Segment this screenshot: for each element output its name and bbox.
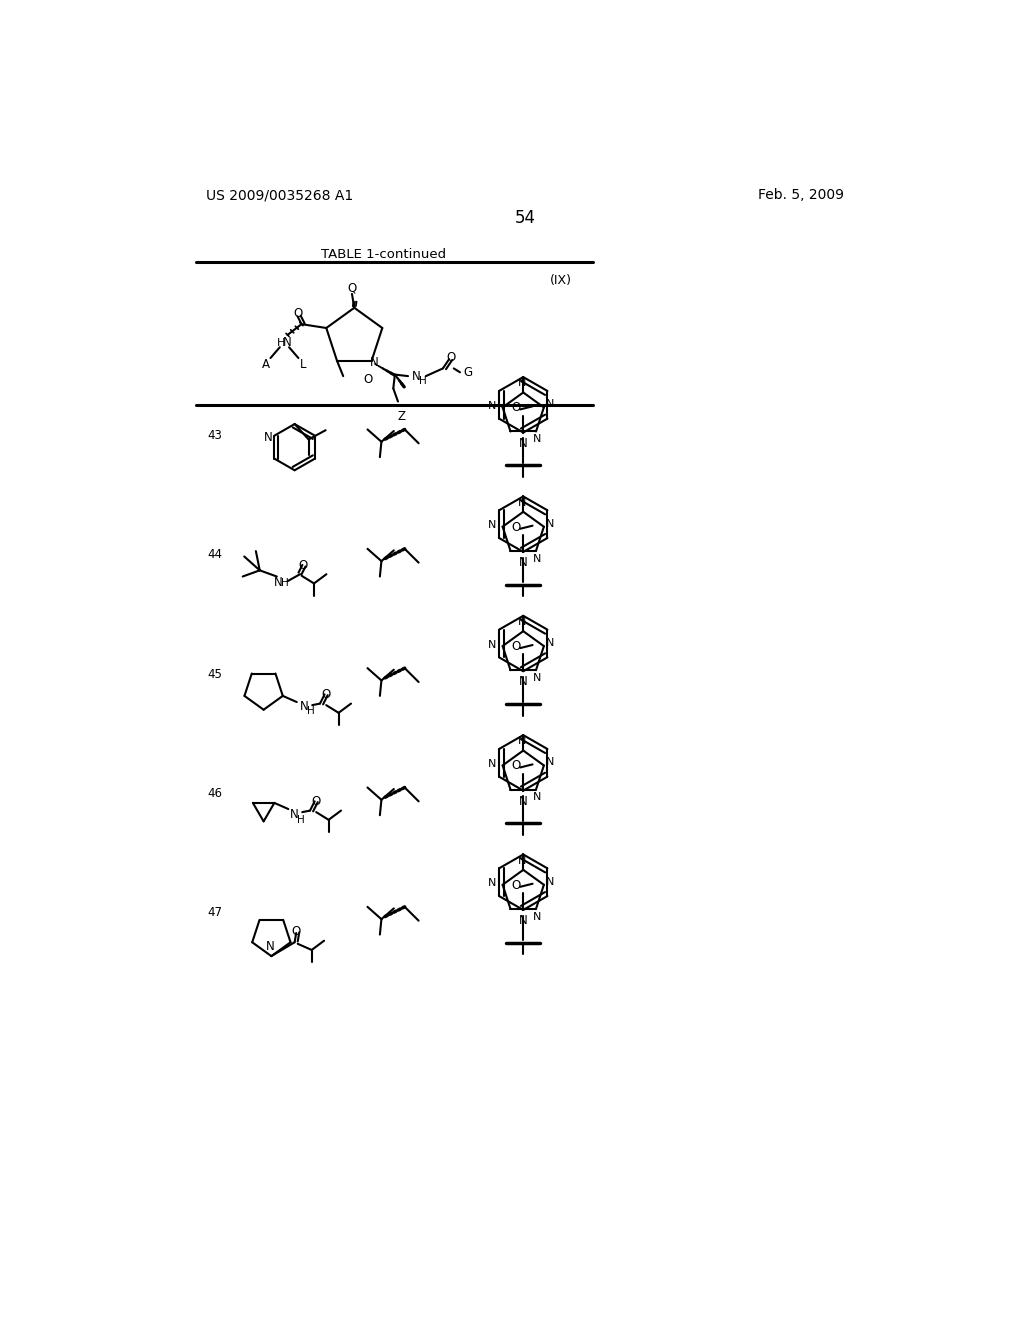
Text: Q: Q	[347, 281, 356, 294]
Text: N: N	[264, 430, 272, 444]
Text: O: O	[299, 560, 308, 573]
Text: O: O	[511, 520, 520, 533]
Text: N: N	[519, 437, 527, 450]
Text: US 2009/0035268 A1: US 2009/0035268 A1	[206, 189, 352, 202]
Text: H: H	[278, 338, 286, 347]
Text: H: H	[307, 706, 314, 717]
Text: N: N	[487, 759, 496, 768]
Text: O: O	[511, 759, 520, 772]
Text: O: O	[511, 879, 520, 892]
Text: N: N	[534, 673, 542, 682]
Text: N: N	[519, 795, 527, 808]
Text: N: N	[534, 912, 542, 921]
Text: O: O	[293, 306, 302, 319]
Text: Z: Z	[397, 411, 406, 424]
Text: N: N	[546, 876, 554, 887]
Text: N: N	[534, 792, 542, 803]
Text: 47: 47	[207, 907, 222, 920]
Text: N: N	[487, 878, 496, 888]
Text: 45: 45	[207, 668, 222, 681]
Text: Feb. 5, 2009: Feb. 5, 2009	[758, 189, 844, 202]
Text: N: N	[546, 519, 554, 528]
Text: N: N	[546, 758, 554, 767]
Text: N: N	[517, 379, 526, 388]
Text: N: N	[546, 399, 554, 409]
Text: H: H	[281, 578, 289, 587]
Text: N: N	[487, 639, 496, 649]
Text: 54: 54	[514, 210, 536, 227]
Text: N: N	[517, 616, 526, 627]
Text: O: O	[364, 372, 373, 385]
Text: O: O	[322, 688, 331, 701]
Text: 43: 43	[207, 429, 222, 442]
Text: N: N	[487, 401, 496, 411]
Text: N: N	[265, 940, 274, 953]
Text: O: O	[511, 401, 520, 414]
Text: N: N	[534, 553, 542, 564]
Text: O: O	[292, 925, 301, 939]
Text: TABLE 1-continued: TABLE 1-continued	[322, 248, 446, 261]
Text: A: A	[262, 358, 270, 371]
Text: N: N	[546, 638, 554, 648]
Text: N: N	[413, 370, 421, 383]
Text: N: N	[517, 737, 526, 746]
Text: N: N	[371, 356, 379, 368]
Text: O: O	[511, 640, 520, 653]
Text: N: N	[534, 434, 542, 445]
Text: N: N	[290, 808, 299, 821]
Text: L: L	[300, 358, 306, 371]
Text: N: N	[519, 913, 527, 927]
Text: O: O	[311, 795, 321, 808]
Text: N: N	[517, 498, 526, 508]
Text: H: H	[419, 376, 427, 385]
Text: 44: 44	[207, 548, 222, 561]
Text: H: H	[297, 814, 304, 825]
Text: N: N	[519, 676, 527, 688]
Text: G: G	[463, 366, 472, 379]
Text: N: N	[284, 337, 292, 348]
Text: O: O	[446, 351, 456, 364]
Text: N: N	[517, 855, 526, 866]
Text: N: N	[487, 520, 496, 531]
Text: N: N	[519, 556, 527, 569]
Text: (IX): (IX)	[550, 273, 571, 286]
Text: 46: 46	[207, 787, 222, 800]
Text: N: N	[300, 700, 309, 713]
Text: N: N	[274, 576, 283, 589]
